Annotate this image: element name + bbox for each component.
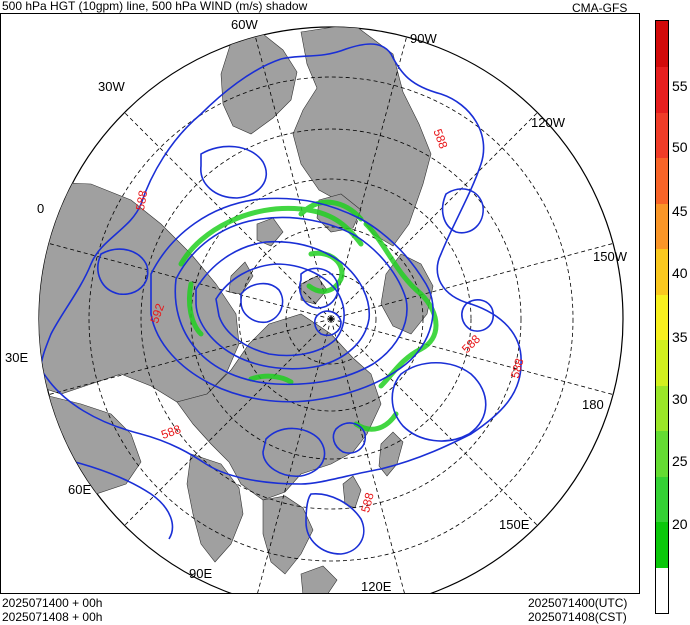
contour-africa <box>97 248 149 295</box>
colorbar-segment <box>656 21 668 67</box>
colorbar-segment <box>656 521 668 568</box>
contour-high <box>441 188 484 234</box>
lon-label-30w: 30W <box>98 79 125 94</box>
footer-init-time-cst: 2025071408 + 00h <box>2 610 103 624</box>
lon-label-150w: 150W <box>593 249 627 264</box>
colorbar-segment <box>656 294 668 341</box>
contour-588-atlantic <box>40 58 282 370</box>
colorbar-segment <box>656 203 668 250</box>
jet-segment <box>248 373 294 385</box>
lon-label-60w: 60W <box>231 17 258 32</box>
colorbar-segment <box>656 66 668 113</box>
colorbar-segment <box>656 476 668 523</box>
map-panel: 588 588 588 588 588 588 592 60W 90W 30W … <box>0 13 640 594</box>
lon-label-90e: 90E <box>189 566 213 581</box>
land-svalbard <box>256 217 284 247</box>
land-borneo <box>300 565 338 593</box>
contour-588-outer <box>40 43 522 485</box>
model-name: CMA-GFS <box>572 1 628 15</box>
graticule <box>48 36 614 593</box>
contour-low <box>313 310 342 337</box>
land-philippines <box>342 475 362 509</box>
contour-high <box>391 362 487 442</box>
contour-asia <box>332 422 366 454</box>
contour-label: 588 <box>133 189 150 211</box>
contour-atlantic-cell <box>200 145 268 199</box>
footer-init-time-utc: 2025071400 + 00h <box>2 596 103 610</box>
land-novaya-zemlya <box>228 261 254 295</box>
contour-label: 588 <box>508 356 527 379</box>
jet-segment <box>298 199 364 222</box>
jet-segment <box>186 281 204 337</box>
colorbar-tick: 30 <box>672 391 688 407</box>
lat-circle-60 <box>190 178 472 460</box>
land-masses <box>39 27 434 593</box>
contour-low <box>299 267 339 309</box>
jet-segment <box>363 221 439 389</box>
footer-valid-utc: 2025071400(UTC) <box>528 596 628 610</box>
colorbar-tick: 20 <box>672 516 688 532</box>
contour-label: 588 <box>358 491 377 514</box>
colorbar-tick: 25 <box>672 453 688 469</box>
land-india <box>186 453 244 563</box>
lat-circle-40 <box>88 76 574 562</box>
contour-inner <box>150 197 434 403</box>
colorbar-segment <box>656 248 668 295</box>
footer-valid-cst: 2025071408(CST) <box>528 610 627 624</box>
colorbar-tick: 45 <box>672 203 688 219</box>
colorbar-segment <box>656 339 668 386</box>
lon-label-150e: 150E <box>499 517 530 532</box>
lat-circle-70 <box>238 226 424 412</box>
colorbar-tick: 50 <box>672 139 688 155</box>
contour-low <box>240 282 284 324</box>
colorbar <box>655 20 669 614</box>
lon-label-90w: 90W <box>410 31 437 46</box>
polar-map: 588 588 588 588 588 588 592 <box>38 26 624 593</box>
lon-label-120e: 120E <box>361 579 392 594</box>
chart-title: 500 hPa HGT (10gpm) line, 500 hPa WIND (… <box>2 0 308 13</box>
colorbar-tick: 40 <box>672 265 688 281</box>
contour-label: 592 <box>147 301 167 325</box>
colorbar-tick: 55 <box>672 78 688 94</box>
contour-label: 588 <box>159 422 183 442</box>
land-africa-south <box>39 373 142 495</box>
jet-segment <box>178 205 364 267</box>
colorbar-segment <box>656 112 668 159</box>
contour-inner <box>195 240 371 370</box>
jet-segment <box>306 250 345 294</box>
contour-inner <box>174 216 408 386</box>
land-asia <box>176 313 382 501</box>
contour-588-south <box>305 493 365 555</box>
lon-label-0: 0 <box>37 201 45 216</box>
colorbar-segment <box>656 567 668 614</box>
wind-shading <box>178 199 439 432</box>
lon-label-120w: 120W <box>531 115 565 130</box>
contour-high <box>461 299 494 332</box>
lat-circle-50 <box>140 128 522 510</box>
lon-label-30e: 30E <box>5 350 29 365</box>
contour-asia <box>262 427 326 477</box>
lon-label-180: 180 <box>582 397 604 412</box>
colorbar-tick: 35 <box>672 329 688 345</box>
lon-label-60e: 60E <box>68 482 92 497</box>
colorbar-segment <box>656 430 668 477</box>
colorbar-segment <box>656 385 668 432</box>
colorbar-segment <box>656 157 668 204</box>
contour-label: 588 <box>430 127 450 151</box>
contour-inner <box>215 263 345 357</box>
